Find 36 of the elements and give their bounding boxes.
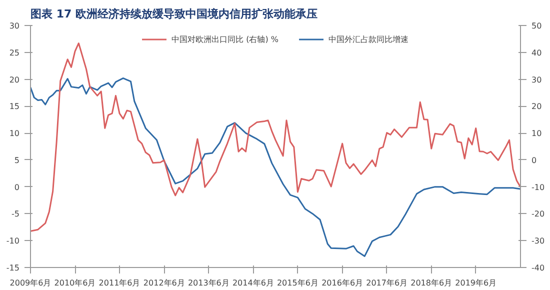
y-tick-label: 5 <box>14 156 20 165</box>
y2-tick-label: -30 <box>532 236 545 246</box>
x-tick-label: 2015年6月 <box>276 278 318 288</box>
y2-tick-label: -40 <box>532 264 545 272</box>
x-tick-label: 2012年6月 <box>143 278 185 288</box>
y-tick-label: -5 <box>12 210 20 219</box>
y-tick-label: 20 <box>9 75 20 84</box>
legend-label: 中国外汇占款同比增速 <box>328 34 408 44</box>
y2-tick-label: 20 <box>532 102 542 112</box>
y2-tick-label: 10 <box>532 129 542 138</box>
x-tick-label: 2017年6月 <box>366 278 408 288</box>
line-series <box>30 77 520 257</box>
y2-tick-label: 30 <box>532 75 542 84</box>
y2-tick-label: -20 <box>532 210 545 219</box>
x-tick-label: 2014年6月 <box>232 278 274 288</box>
x-tick-label: 2013年6月 <box>188 278 230 288</box>
x-tick-label: 2018年6月 <box>410 278 452 288</box>
y-tick-label: 15 <box>9 102 20 112</box>
x-tick-label: 2019年6月 <box>455 278 497 288</box>
y-tick-label: 10 <box>9 129 20 138</box>
x-tick-label: 2010年6月 <box>54 278 96 288</box>
x-tick-label: 2016年6月 <box>322 278 364 288</box>
y-tick-label: 25 <box>9 48 20 58</box>
x-tick-label: 2009年6月 <box>10 278 52 288</box>
line-series <box>30 42 520 232</box>
y-tick-label: -15 <box>6 264 20 272</box>
y2-tick-label: 40 <box>532 48 542 58</box>
y-tick-label: 30 <box>9 22 20 30</box>
y2-tick-label: -10 <box>532 182 545 192</box>
y-tick-label: 0 <box>14 182 20 192</box>
x-tick-label: 2011年6月 <box>98 278 140 288</box>
y-tick-label: -10 <box>6 236 20 246</box>
y2-tick-label: 0 <box>532 156 537 165</box>
chart-title: 图表 17 欧洲经济持续放缓导致中国境内信用扩张动能承压 <box>30 8 318 20</box>
legend-label: 中国对欧洲出口同比 (右轴) % <box>172 34 278 44</box>
y2-tick-label: 50 <box>532 22 542 30</box>
